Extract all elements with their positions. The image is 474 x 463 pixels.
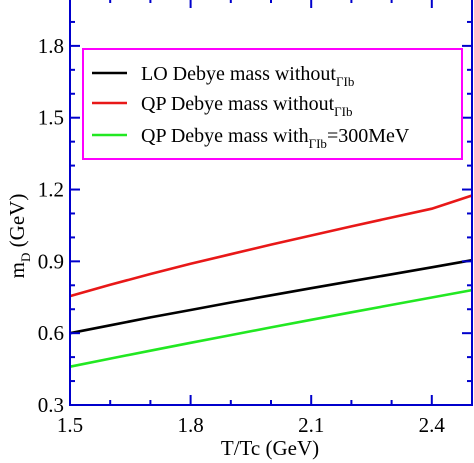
ticks-layer	[69, 0, 473, 406]
y-axis-title-main: m	[5, 262, 29, 278]
y-axis-title: mD (GeV)	[5, 194, 33, 279]
x-tick-label: 1.5	[57, 413, 83, 437]
y-tick-label: 1.8	[38, 34, 64, 58]
legend-label-sub2: Ib	[344, 74, 355, 89]
x-axis-title: T/Tc (GeV)	[221, 436, 319, 460]
legend-label-sub: Γ	[334, 104, 342, 119]
series-layer	[69, 194, 473, 368]
legend-label-2: QP Debye mass withoutΓIb	[141, 93, 353, 119]
svg-text:mD (GeV): mD (GeV)	[5, 194, 33, 279]
series-line-1	[69, 258, 473, 335]
legend-label-sub2: Ib	[316, 136, 327, 151]
legend-label-main: QP Debye mass without	[141, 93, 335, 115]
legend-label-main: QP Debye mass with	[141, 125, 309, 147]
legend-label-sub: Γ	[336, 74, 344, 89]
tick-labels: 1.5 1.8 2.1 2.4 0.3 0.6 0.9 1.2 1.5 1.8	[38, 34, 446, 437]
legend-label-main: LO Debye mass without	[141, 63, 336, 85]
legend-box	[82, 48, 463, 160]
y-tick-label: 0.3	[38, 393, 64, 417]
y-tick-label: 1.5	[38, 106, 64, 130]
y-tick-label: 0.9	[38, 249, 64, 273]
series-line-2	[69, 194, 473, 298]
y-tick-label: 1.2	[38, 178, 64, 202]
legend-label-sub2: Ib	[342, 104, 353, 119]
series-line-3	[69, 288, 473, 368]
x-tick-label: 2.1	[298, 413, 324, 437]
legend-label-sub: Γ	[309, 136, 317, 151]
legend-label-1: LO Debye mass withoutΓIb	[141, 63, 354, 89]
y-axis-title-tail: (GeV)	[5, 194, 29, 253]
x-tick-label: 2.4	[419, 413, 446, 437]
legend-label-tail: =300MeV	[327, 125, 410, 147]
y-axis-title-sub: D	[18, 253, 33, 262]
x-tick-label: 1.8	[177, 413, 203, 437]
legend-label-3: QP Debye mass withΓIb=300MeV	[141, 125, 410, 151]
y-tick-label: 0.6	[38, 321, 64, 345]
